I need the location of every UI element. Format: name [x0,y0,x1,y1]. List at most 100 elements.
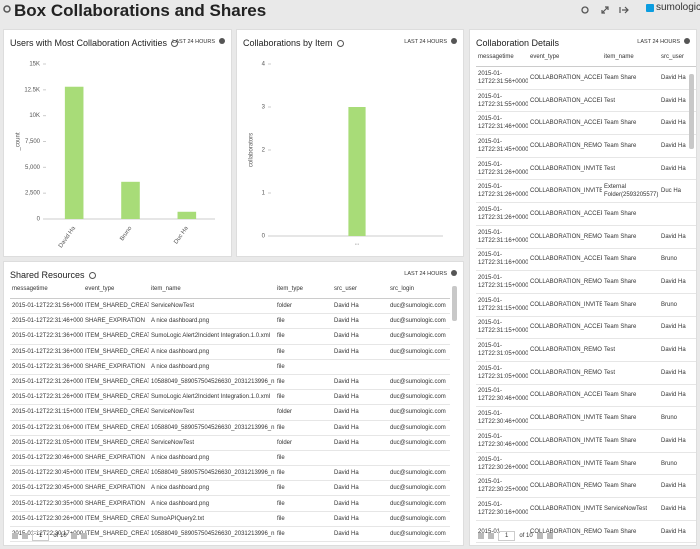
table-cell: David Ha [659,316,696,340]
table-cell: file [275,511,332,527]
table-cell: A nice dashboard.png [149,359,275,375]
column-header: src_login [388,280,450,299]
table-cell: 2015-01-12T22:31:15+0000 [476,293,528,317]
toolbar-icons[interactable] [580,5,640,15]
table-row: 2015-01-12T22:31:46+0000 SHARE_EXPIRATION… [10,313,450,330]
column-header: messagetime [476,48,528,67]
table-cell: Team Share [602,520,659,544]
title-text: Collaborations by Item [243,38,333,48]
table-cell: Test [602,361,659,385]
table-cell: 2015-01-12T22:31:36+0000 [10,359,83,375]
scrollbar[interactable] [689,74,694,149]
dashboard-title: Box Collaborations and Shares [14,1,267,20]
table-cell: 2015-01-12T22:31:15+0000 [476,316,528,340]
info-icon[interactable] [684,38,690,44]
table-cell: 2015-01-12T22:31:16+0000 [476,248,528,272]
table-cell: file [275,344,332,360]
table-cell: ITEM_SHARED_CREATE [83,526,149,543]
table-cell: David Ha [332,328,388,345]
table-cell: ServiceNowTest [602,497,659,521]
table-row: 2015-01-12T22:31:26+0000 COLLABORATION_IN… [476,157,696,181]
table-cell: file [275,374,332,391]
pagination[interactable]: 1 of 10 [12,531,87,541]
table-cell: duc@sumologic.com [388,526,450,543]
table-cell: David Ha [659,225,696,249]
table-cell: COLLABORATION_REMOVE [528,134,602,158]
table-cell: Team Share [602,452,659,476]
table-cell: SumoAPIQuery2.txt [149,511,275,527]
table-cell: duc@sumologic.com [388,374,450,391]
table-cell: SumoLogic Alert2Incident Integration.1.0… [149,389,275,406]
table-cell: 2015-01-12T22:31:26+0000 [10,374,83,391]
table-row: 2015-01-12T22:31:05+0000 COLLABORATION_RE… [476,361,696,385]
table-row: 2015-01-12T22:30:17+0000 ITEM_SHARED_CREA… [10,526,450,543]
table-cell: David Ha [659,429,696,453]
table-cell: ITEM_SHARED_CREATE [83,344,149,360]
table-cell: 2015-01-12T22:30:46+0000 [476,406,528,430]
table-cell: 2015-01-12T22:31:26+0000 [10,389,83,406]
header-row: messagetime event_type item_name src_user [476,48,696,67]
chart: _count 0 2,500 5,000 7,500 10K 12.5K 15K David H… [16,62,215,249]
table-cell: ITEM_SHARED_CREATE [83,389,149,406]
table-cell: folder [275,435,332,451]
table-cell: COLLABORATION_REMOVE [528,270,602,294]
page-number[interactable]: 1 [498,531,516,541]
y-tick-label: 5,000 [25,165,41,171]
y-tick-label: 15K [29,62,40,68]
table-cell: Bruno [659,293,696,317]
table-cell: 2015-01-12T22:31:06+0000 [10,420,83,436]
table-cell: SumoLogic Alert2Incident Integration.1.0… [149,328,275,345]
table-cell: 2015-01-12T22:31:15+0000 [10,404,83,421]
y-tick-label: 0 [37,217,41,223]
table-cell: duc@sumologic.com [388,511,450,527]
table-cell: COLLABORATION_REMOVE [528,225,602,249]
table-cell: 2015-01-12T22:30:16+0000 [476,497,528,521]
table-row: 2015-01-12T22:31:26+0000 COLLABORATION_IN… [476,179,696,204]
panel: Users with Most Collaboration Activities… [3,29,232,257]
table-cell: COLLABORATION_INVITE [528,429,602,453]
column-header: src_user [659,48,696,67]
info-icon[interactable] [451,270,457,276]
bar [177,211,197,219]
table-cell: David Ha [332,374,388,391]
table-cell: 10588049_589057504526630_2031213996_n.jp… [149,526,275,543]
table-cell: External Folder(2593205577) [602,179,659,204]
pagination[interactable]: 1 of 10 [478,531,553,541]
table-cell: file [275,450,332,467]
table-cell: Team Share [602,316,659,340]
y-tick-label: 3 [262,105,266,111]
table-row: 2015-01-12T22:30:46+0000 SHARE_EXPIRATION… [10,450,450,467]
info-icon[interactable] [219,38,225,44]
info-icon[interactable] [451,38,457,44]
settings-icon[interactable] [2,4,12,14]
bar [64,86,84,219]
table-cell: COLLABORATION_ACCEPT [528,248,602,272]
table-cell: COLLABORATION_INVITE [528,497,602,521]
page-number[interactable]: 1 [32,531,50,541]
header-row: messagetime event_type item_name item_type s… [10,280,450,299]
table-cell: SHARE_EXPIRATION [83,359,149,375]
table-cell: David Ha [659,474,696,499]
table-cell: David Ha [332,344,388,360]
page-total: of 10 [53,533,67,539]
scrollbar[interactable] [452,286,457,321]
table-cell: file [275,328,332,345]
table-cell: ServiceNowTest [149,298,275,315]
table-cell: David Ha [332,404,388,421]
panel-title: Collaboration Details [476,38,560,48]
table-cell [659,202,696,226]
table-cell: COLLABORATION_REMOVE [528,338,602,362]
table-cell: A nice dashboard.png [149,450,275,467]
title-text: Shared Resources [10,270,85,280]
table-header: messagetime event_type item_name src_user [476,48,696,67]
y-tick-label: 7,500 [25,139,41,145]
table-cell: Team Share [602,225,659,249]
table-cell: ITEM_SHARED_CREATE [83,404,149,421]
table-cell: Team Share [602,66,659,90]
table-cell [332,450,388,467]
logo-mark [646,4,654,12]
table: messagetime event_type item_name src_user 20… [476,48,696,544]
table-cell: file [275,313,332,330]
table-cell: file [275,389,332,406]
table-row: 2015-01-12T22:31:36+0000 SHARE_EXPIRATION… [10,359,450,375]
